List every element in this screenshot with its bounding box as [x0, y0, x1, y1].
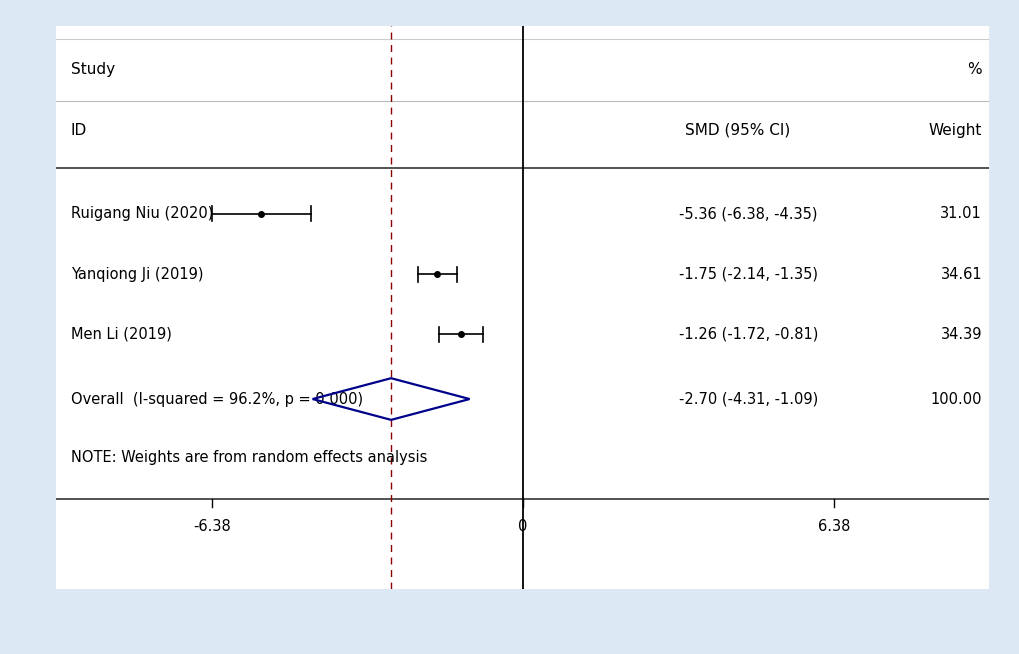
Text: SMD (95% CI): SMD (95% CI) [684, 123, 789, 138]
Text: Ruigang Niu (2020): Ruigang Niu (2020) [70, 206, 213, 221]
Text: %: % [966, 62, 981, 77]
Text: Overall  (I-squared = 96.2%, p = 0.000): Overall (I-squared = 96.2%, p = 0.000) [70, 392, 363, 407]
Text: -2.70 (-4.31, -1.09): -2.70 (-4.31, -1.09) [678, 392, 817, 407]
Text: Weight: Weight [928, 123, 981, 138]
Text: -1.26 (-1.72, -0.81): -1.26 (-1.72, -0.81) [678, 327, 817, 342]
Text: Men Li (2019): Men Li (2019) [70, 327, 171, 342]
Text: Yanqiong Ji (2019): Yanqiong Ji (2019) [70, 267, 203, 282]
Text: -6.38: -6.38 [193, 519, 230, 534]
Text: 6.38: 6.38 [817, 519, 849, 534]
Text: 34.61: 34.61 [940, 267, 981, 282]
Text: Study: Study [70, 62, 115, 77]
Text: 31.01: 31.01 [940, 206, 981, 221]
Text: ID: ID [70, 123, 87, 138]
Text: 100.00: 100.00 [929, 392, 981, 407]
Text: 34.39: 34.39 [940, 327, 981, 342]
Text: NOTE: Weights are from random effects analysis: NOTE: Weights are from random effects an… [70, 450, 427, 465]
Text: -1.75 (-2.14, -1.35): -1.75 (-2.14, -1.35) [678, 267, 817, 282]
Text: 0: 0 [518, 519, 527, 534]
Text: -5.36 (-6.38, -4.35): -5.36 (-6.38, -4.35) [678, 206, 816, 221]
